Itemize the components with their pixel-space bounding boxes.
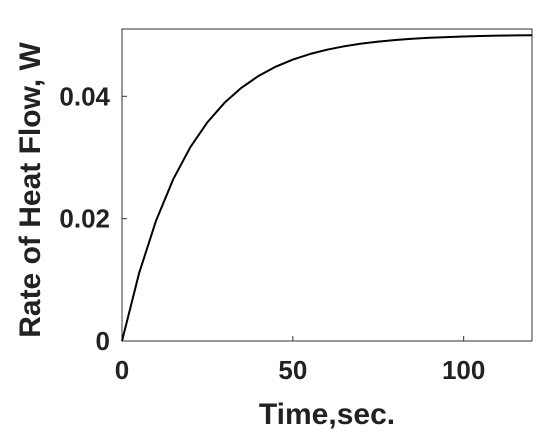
x-axis-title: Time,sec. [259,398,395,431]
y-tick-label: 0.04 [59,81,110,111]
y-tick-label: 0.02 [59,204,110,234]
y-axis-ticks: 0 0.02 0.04 [59,81,127,356]
x-tick-label: 0 [115,355,129,385]
plot-area [121,28,533,342]
series-group [121,34,533,342]
series-line-0 [121,34,533,342]
y-tick-label: 0 [96,326,110,356]
x-tick-label: 50 [278,355,307,385]
x-tick-label: 100 [442,355,485,385]
y-axis-title: Rate of Heat Flow, W [14,42,47,338]
x-axis-ticks: 0 50 100 [115,336,485,385]
